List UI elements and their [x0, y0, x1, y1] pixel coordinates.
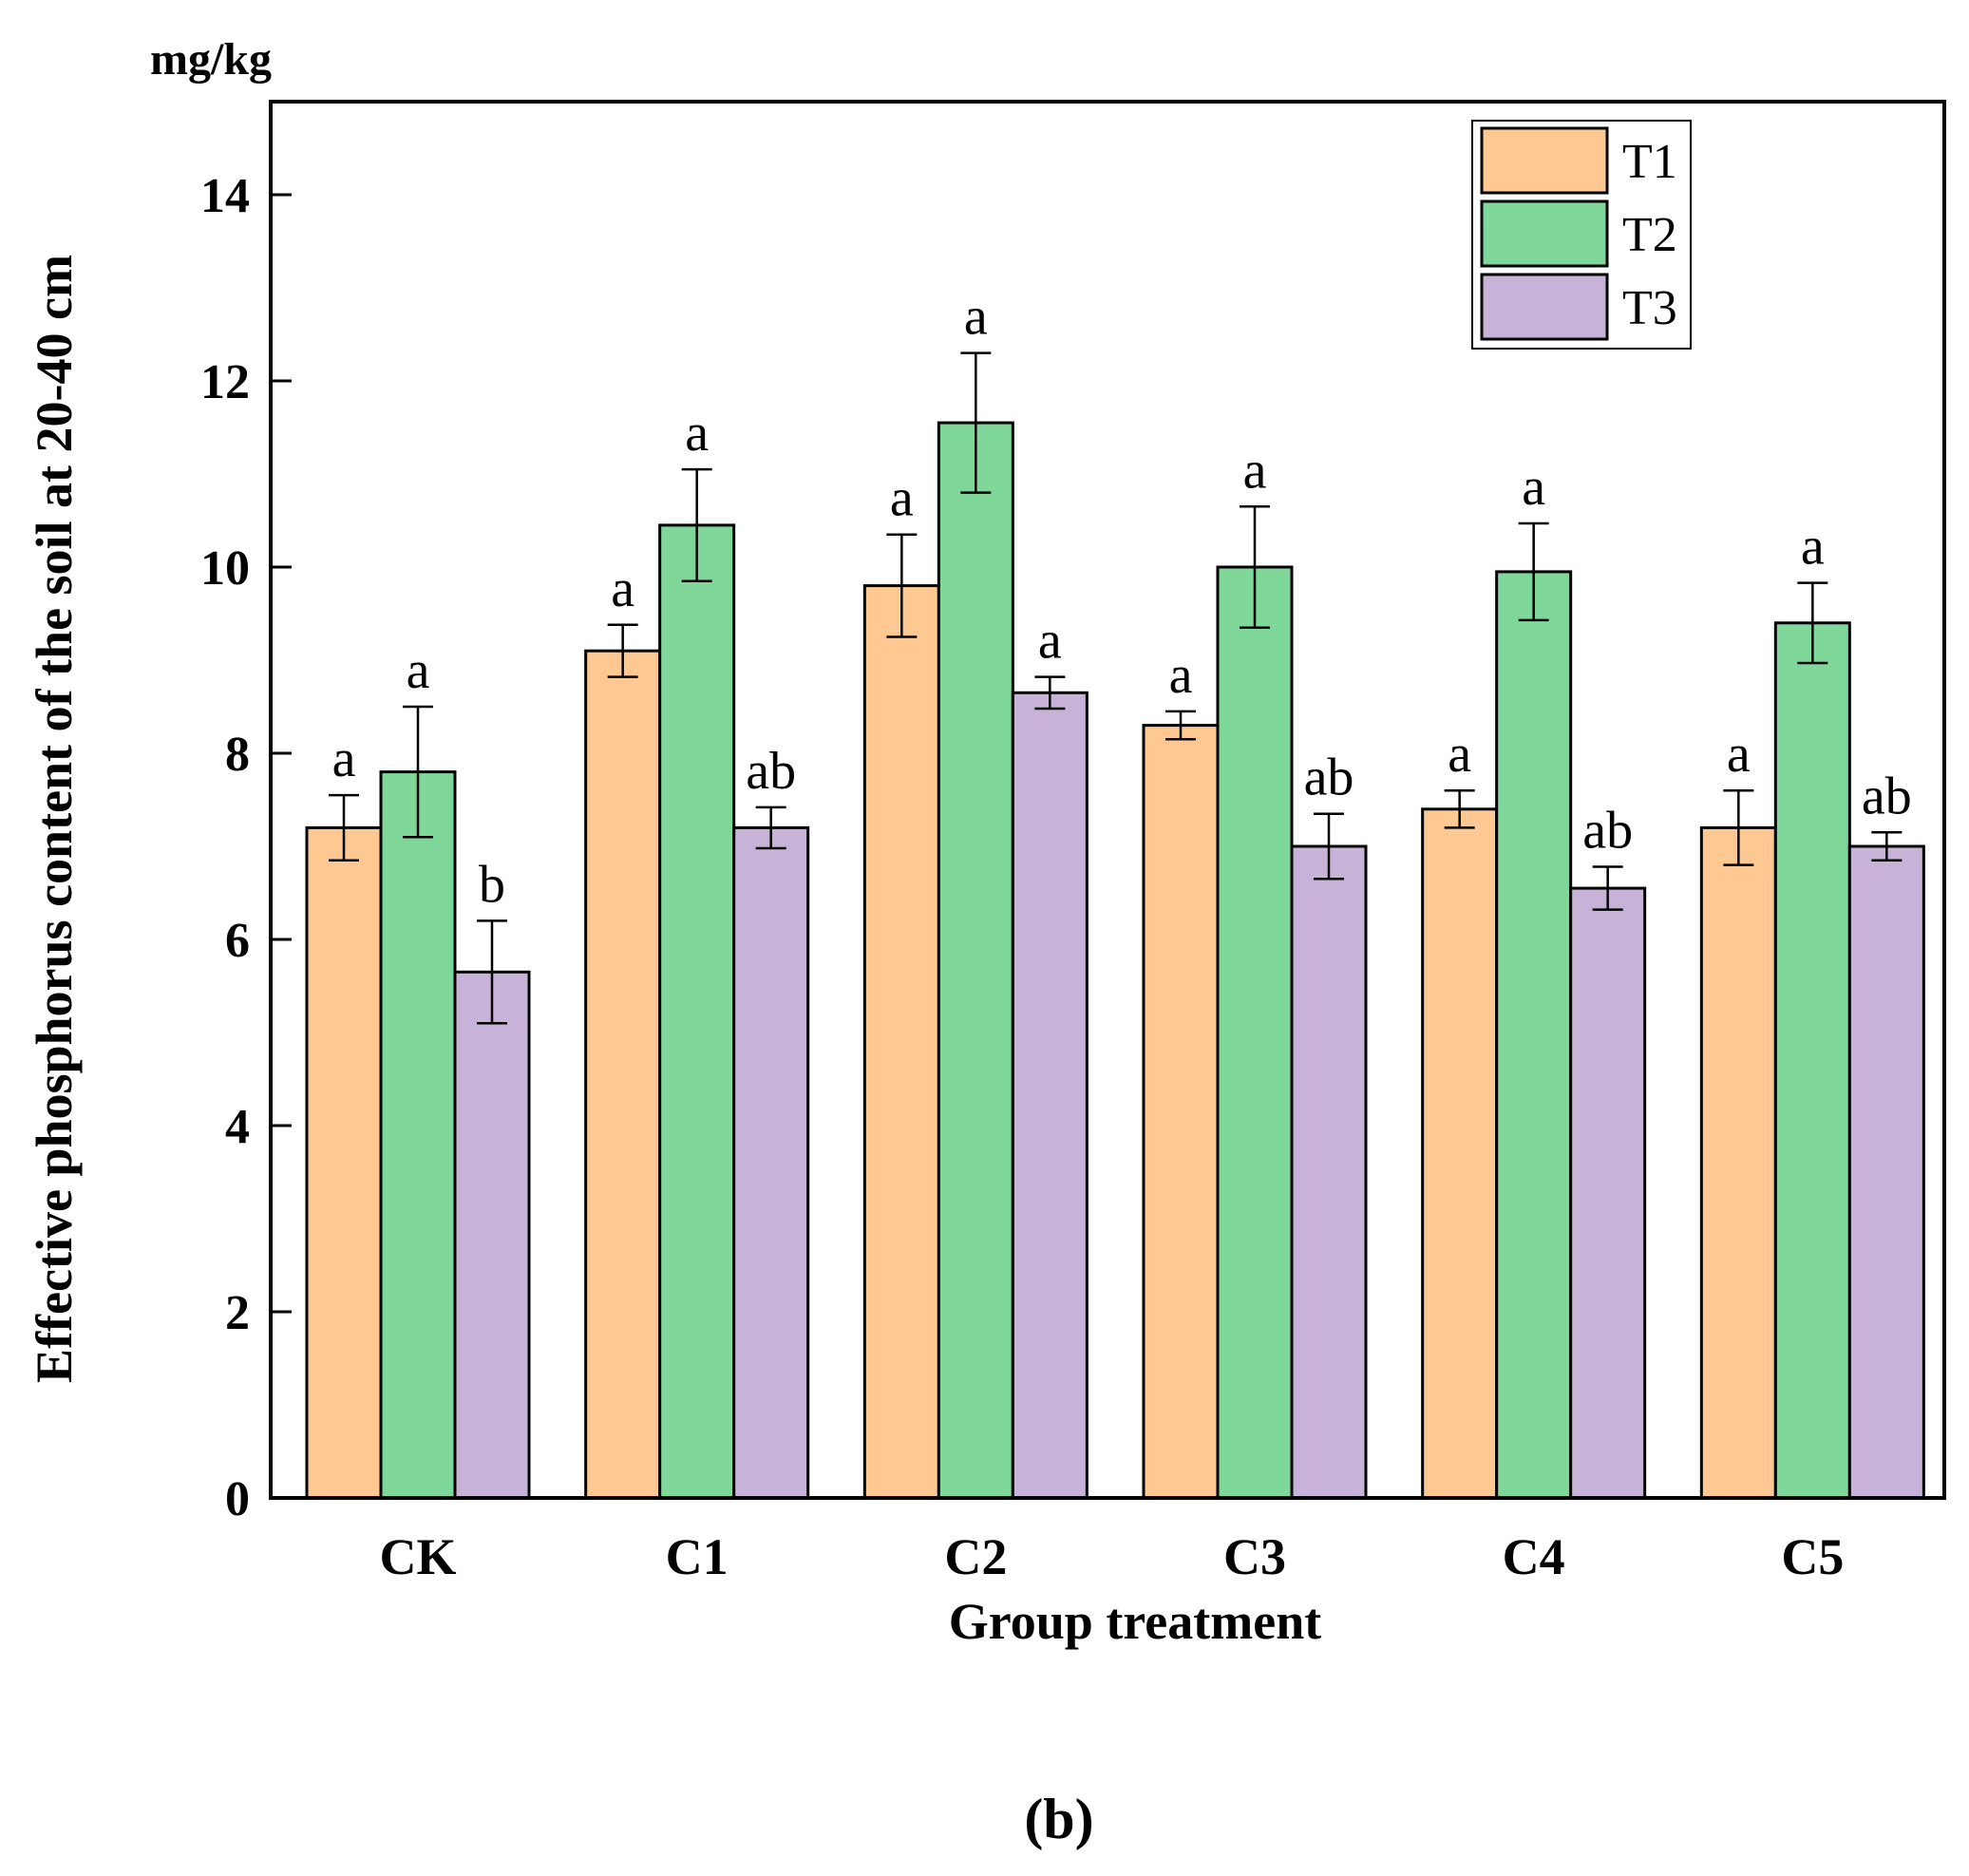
bar-t3-c2	[1011, 691, 1089, 1500]
significance-label: a	[611, 559, 634, 618]
legend-swatch-t3	[1480, 273, 1609, 341]
significance-label: a	[1169, 646, 1193, 705]
bar-t3-c4	[1569, 886, 1647, 1500]
x-category-label: C1	[666, 1528, 729, 1585]
bar-t3-c1	[732, 825, 810, 1500]
legend-label-t2: T2	[1622, 208, 1677, 262]
bar-t2-c3	[1216, 565, 1294, 1500]
y-tick-label: 0	[225, 1472, 250, 1526]
significance-label: a	[890, 469, 914, 528]
significance-label: ab	[1304, 749, 1354, 807]
significance-label: a	[685, 404, 709, 463]
bar-t3-c3	[1290, 844, 1368, 1500]
bar-t2-c2	[937, 421, 1014, 1500]
x-category-label: C3	[1223, 1528, 1286, 1585]
significance-label: ab	[746, 742, 796, 801]
bar-t2-c5	[1773, 621, 1851, 1500]
x-category-label: C5	[1781, 1528, 1844, 1585]
significance-label: a	[1801, 518, 1825, 577]
significance-label: ab	[1862, 767, 1912, 825]
bar-t3-c5	[1847, 844, 1925, 1500]
bar-t1-c5	[1699, 825, 1777, 1500]
x-category-label: C4	[1503, 1528, 1565, 1585]
significance-label: a	[332, 730, 356, 788]
significance-label: a	[1727, 725, 1751, 784]
significance-label: a	[1522, 458, 1545, 517]
bar-t1-c3	[1142, 724, 1220, 1500]
legend: T1 T2 T3	[1471, 120, 1692, 350]
plot-frame	[269, 100, 1946, 1500]
y-tick-label: 6	[225, 914, 250, 968]
significance-label: a	[1038, 612, 1062, 671]
legend-label-t1: T1	[1622, 135, 1677, 189]
legend-label-t3: T3	[1622, 281, 1677, 335]
y-axis-title: Effective phosphorus content of the soil…	[26, 255, 83, 1383]
bar-t2-ck	[379, 770, 457, 1500]
y-tick-label: 14	[200, 169, 250, 223]
bar-t2-c4	[1495, 570, 1573, 1500]
x-category-label: CK	[380, 1528, 457, 1585]
bar-t1-c4	[1421, 807, 1499, 1500]
significance-label: a	[1243, 441, 1267, 500]
legend-swatch-t1	[1480, 126, 1609, 195]
y-tick-label: 8	[225, 728, 250, 782]
significance-label: a	[964, 288, 988, 347]
legend-swatch-t2	[1480, 199, 1609, 268]
bar-t3-ck	[453, 970, 531, 1500]
y-tick-label: 4	[225, 1100, 250, 1154]
y-tick-label: 2	[225, 1286, 250, 1340]
plot-area: 02468101214aabCKaaabC1aaaC2aaabC3aaabC4a…	[200, 100, 1946, 1585]
x-axis-title: Group treatment	[949, 1593, 1321, 1650]
significance-label: a	[1448, 725, 1471, 784]
panel-label: (b)	[1024, 1788, 1093, 1850]
y-tick-label: 10	[200, 541, 250, 596]
bar-t1-c1	[584, 649, 662, 1500]
significance-label: a	[407, 641, 430, 700]
bar-t2-c1	[658, 523, 736, 1500]
y-unit-label: mg/kg	[150, 34, 272, 85]
bar-t1-c2	[862, 584, 940, 1500]
significance-label: ab	[1582, 802, 1633, 861]
significance-label: b	[479, 855, 505, 914]
y-tick-label: 12	[200, 355, 250, 409]
bar-t1-ck	[305, 825, 383, 1500]
x-category-label: C2	[944, 1528, 1007, 1585]
